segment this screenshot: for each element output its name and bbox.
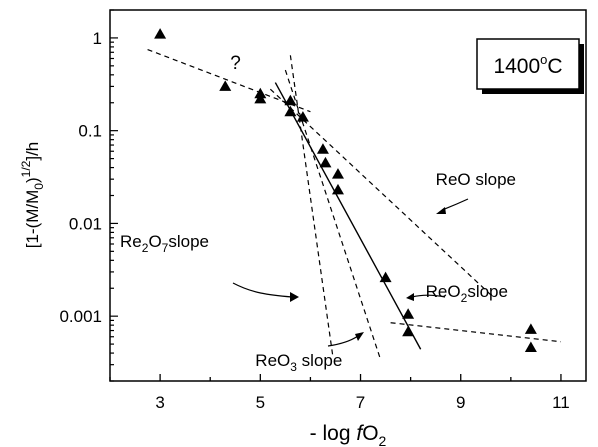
reo3-arrow xyxy=(327,335,359,347)
reo3-arrow-head xyxy=(355,332,364,341)
reo2-arrow-head xyxy=(406,293,414,301)
y-tick-label: 1 xyxy=(93,29,102,48)
data-point xyxy=(316,143,329,154)
x-axis-ticks: 3 5 7 9 11 xyxy=(109,374,570,412)
re2o7-arrow-head xyxy=(290,292,299,302)
reo2-slope-label-part: slope xyxy=(467,282,508,301)
y-axis-title-sub: 0 xyxy=(32,183,46,190)
data-point xyxy=(254,92,267,104)
re2o7-slope-label-part: O xyxy=(148,232,161,251)
reo3-slope-label-part: slope xyxy=(297,351,342,370)
x-tick-label: 7 xyxy=(356,393,365,412)
re2o7-slope-label-part: Re xyxy=(120,232,142,251)
x-axis-title: - log fO2 xyxy=(310,422,387,447)
line-high-p-trend xyxy=(390,322,562,343)
reo3-slope-label-part: 3 xyxy=(290,360,297,374)
x-axis-title-main: O xyxy=(362,422,378,445)
temperature-degree: o xyxy=(540,52,547,67)
y-axis-title-part3: ]/h xyxy=(23,142,42,161)
x-axis-title-var: f xyxy=(356,422,364,445)
x-axis-title-sub: 2 xyxy=(379,433,387,447)
x-axis-title-prefix: - log xyxy=(310,422,357,445)
y-tick-label: 0.001 xyxy=(59,307,102,326)
reo2-slope-label-part: 2 xyxy=(461,291,468,305)
x-tick-label: 9 xyxy=(456,393,465,412)
re2o7-slope-label-part: slope xyxy=(168,232,209,251)
re2o7-slope-label-part: 7 xyxy=(162,241,169,255)
y-axis-title-part1: [1-(M/M xyxy=(23,190,42,249)
y-tick-label: 0.1 xyxy=(78,122,102,141)
line-reo3-slope xyxy=(284,69,382,360)
data-point xyxy=(524,323,537,334)
re2o7-arrow xyxy=(232,282,293,298)
annotation-arrows xyxy=(232,198,469,347)
y-axis-title-sup: 1/2 xyxy=(19,160,33,177)
question-mark-label: ? xyxy=(230,53,241,74)
x-tick-label: 5 xyxy=(256,393,265,412)
data-point xyxy=(284,105,297,117)
reo2-arrow xyxy=(411,294,446,298)
y-tick-label: 0.01 xyxy=(69,214,102,233)
line-re2o7-slope xyxy=(289,55,334,358)
line-fit-solid xyxy=(274,82,422,350)
temperature-unit: C xyxy=(547,55,562,78)
y-axis-title: [1-(M/M0)1/2]/h xyxy=(19,142,46,249)
data-points xyxy=(154,28,537,352)
reo3-slope-label-part: ReO xyxy=(255,351,290,370)
data-point xyxy=(331,183,344,195)
temperature-value: 1400 xyxy=(493,55,540,78)
reo-slope-label: ReO slope xyxy=(436,170,516,189)
temperature-box-frame xyxy=(476,38,580,90)
reo2-slope-label: ReO2slope xyxy=(426,282,508,305)
temperature-box: 1400oC xyxy=(476,38,584,94)
y-axis-title-part2: ) xyxy=(23,177,42,183)
data-point xyxy=(284,94,297,106)
data-point xyxy=(379,271,392,283)
slope-lines xyxy=(147,48,562,360)
reo2-slope-label-part: ReO xyxy=(426,282,461,301)
temperature-label: 1400oC xyxy=(493,52,562,78)
line-low-p-trend xyxy=(147,48,311,113)
data-point xyxy=(402,325,415,337)
reo-arrow xyxy=(441,198,469,211)
reo-arrow-head xyxy=(436,207,446,214)
data-point xyxy=(154,28,167,39)
re2o7-slope-label-part: 2 xyxy=(142,241,149,255)
data-point xyxy=(524,341,537,352)
data-point xyxy=(319,156,332,168)
data-point xyxy=(219,80,232,91)
x-tick-label: 3 xyxy=(155,393,164,412)
y-axis-ticks: 1 0.1 0.01 0.001 xyxy=(59,9,118,382)
reo3-slope-label: ReO3 slope xyxy=(255,351,342,374)
x-tick-label: 11 xyxy=(552,393,570,412)
data-point xyxy=(402,308,415,319)
data-point xyxy=(331,168,344,179)
re2o7-slope-label: Re2O7slope xyxy=(120,232,209,255)
data-point xyxy=(296,111,309,122)
